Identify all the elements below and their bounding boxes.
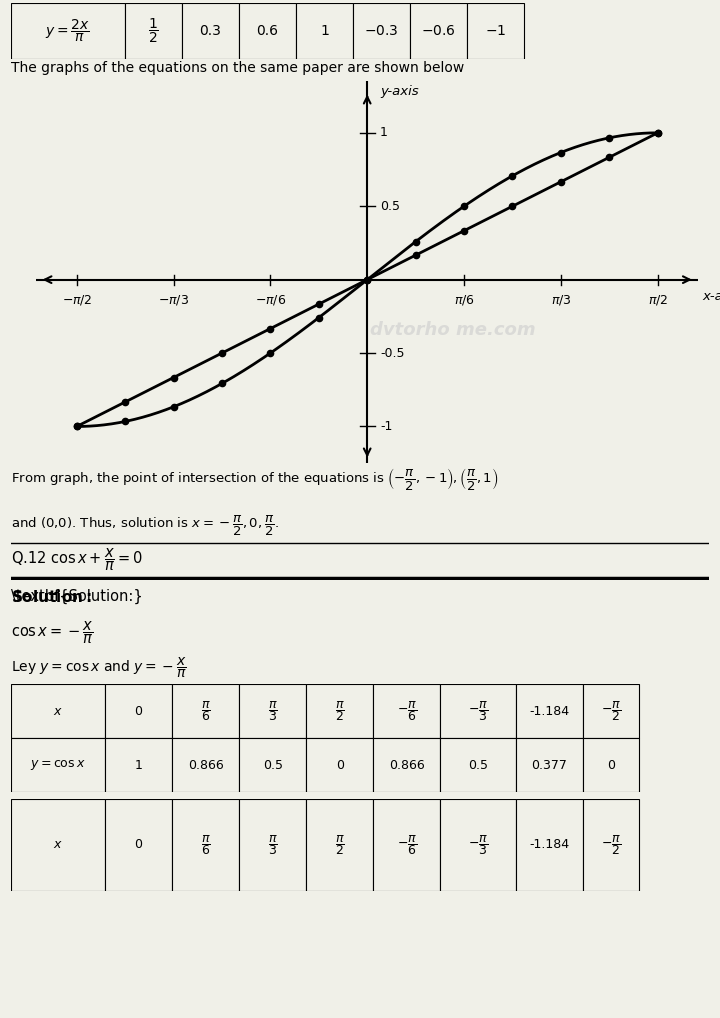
Bar [582, 799, 639, 891]
Bar [11, 3, 125, 59]
Bar [105, 799, 172, 891]
Text: 0: 0 [135, 704, 143, 718]
Text: $-\dfrac{\pi}{3}$: $-\dfrac{\pi}{3}$ [468, 833, 488, 857]
Text: 0.3: 0.3 [199, 24, 221, 38]
Text: 0.866: 0.866 [188, 758, 223, 772]
Text: $\dfrac{1}{2}$: $\dfrac{1}{2}$ [148, 17, 159, 45]
Text: -1.184: -1.184 [529, 839, 570, 851]
Text: $-\dfrac{\pi}{2}$: $-\dfrac{\pi}{2}$ [601, 833, 621, 857]
Text: 1: 1 [380, 126, 388, 139]
Bar [182, 3, 239, 59]
Text: $-\pi/3$: $-\pi/3$ [158, 293, 189, 306]
Bar [441, 738, 516, 792]
Bar [306, 738, 373, 792]
Text: $\dfrac{\pi}{2}$: $\dfrac{\pi}{2}$ [335, 833, 345, 857]
Text: $x$: $x$ [53, 704, 63, 718]
Bar [516, 684, 582, 738]
Bar [239, 3, 296, 59]
Bar [441, 799, 516, 891]
Text: x-axis: x-axis [702, 290, 720, 303]
Text: -1.184: -1.184 [529, 704, 570, 718]
Bar [172, 738, 239, 792]
Text: 0.5: 0.5 [263, 758, 283, 772]
Bar [410, 3, 467, 59]
Text: $-0.3$: $-0.3$ [364, 24, 399, 38]
Text: $y = \cos x$: $y = \cos x$ [30, 758, 86, 772]
Bar [373, 684, 441, 738]
Bar [105, 684, 172, 738]
Text: $-\dfrac{\pi}{2}$: $-\dfrac{\pi}{2}$ [601, 699, 621, 723]
Bar [172, 684, 239, 738]
Bar [125, 3, 182, 59]
Text: 0: 0 [135, 839, 143, 851]
Text: dvtorho me.com: dvtorho me.com [371, 321, 536, 339]
Text: 0.5: 0.5 [468, 758, 488, 772]
Bar [373, 738, 441, 792]
Text: 0.377: 0.377 [531, 758, 567, 772]
Text: From graph, the point of intersection of the equations is $\left(-\dfrac{\pi}{2}: From graph, the point of intersection of… [11, 466, 498, 493]
Text: 0: 0 [607, 758, 615, 772]
Text: $\mathbf{Solution:}$: $\mathbf{Solution:}$ [11, 588, 91, 605]
Text: $\dfrac{\pi}{3}$: $\dfrac{\pi}{3}$ [268, 833, 278, 857]
Text: $\cos x = -\dfrac{x}{\pi}$: $\cos x = -\dfrac{x}{\pi}$ [11, 619, 94, 645]
Bar [353, 3, 410, 59]
Text: 1: 1 [320, 24, 329, 38]
Text: $-\dfrac{\pi}{6}$: $-\dfrac{\pi}{6}$ [397, 699, 417, 723]
Bar [516, 799, 582, 891]
Bar [516, 738, 582, 792]
Bar [105, 738, 172, 792]
Text: -1: -1 [380, 420, 392, 433]
Text: -0.5: -0.5 [380, 346, 405, 359]
Text: $\pi/2$: $\pi/2$ [648, 293, 667, 306]
Bar [296, 3, 353, 59]
Bar [373, 799, 441, 891]
Text: $-0.6$: $-0.6$ [421, 24, 456, 38]
Bar [11, 684, 105, 738]
Text: 0: 0 [336, 758, 343, 772]
Text: $-\dfrac{\pi}{6}$: $-\dfrac{\pi}{6}$ [397, 833, 417, 857]
Text: $\dfrac{\pi}{2}$: $\dfrac{\pi}{2}$ [335, 699, 345, 723]
Text: $y = \dfrac{2x}{\pi}$: $y = \dfrac{2x}{\pi}$ [45, 18, 90, 44]
Text: y-axis: y-axis [380, 86, 419, 98]
Text: $\dfrac{\pi}{6}$: $\dfrac{\pi}{6}$ [201, 833, 211, 857]
Text: 0.5: 0.5 [380, 200, 400, 213]
Bar [239, 799, 306, 891]
Bar [582, 684, 639, 738]
Text: Ley $y = \cos x$ and $y = -\dfrac{x}{\pi}$: Ley $y = \cos x$ and $y = -\dfrac{x}{\pi… [11, 656, 186, 680]
Bar [467, 3, 524, 59]
Text: 0.6: 0.6 [256, 24, 279, 38]
Bar [11, 738, 105, 792]
Text: Q.12 $\cos x + \dfrac{x}{\pi} = 0$: Q.12 $\cos x + \dfrac{x}{\pi} = 0$ [11, 547, 143, 573]
Text: 0.866: 0.866 [389, 758, 425, 772]
Text: 1: 1 [135, 758, 143, 772]
Text: $-\pi/2$: $-\pi/2$ [61, 293, 92, 306]
Text: $\dfrac{\pi}{6}$: $\dfrac{\pi}{6}$ [201, 699, 211, 723]
Bar [239, 738, 306, 792]
Bar [582, 738, 639, 792]
Text: $\pi/3$: $\pi/3$ [551, 293, 571, 306]
Text: $x$: $x$ [53, 839, 63, 851]
Text: $\dfrac{\pi}{3}$: $\dfrac{\pi}{3}$ [268, 699, 278, 723]
Text: \textbf{Solution:}: \textbf{Solution:} [11, 589, 143, 604]
Bar [306, 684, 373, 738]
Bar [11, 799, 105, 891]
Text: $-\dfrac{\pi}{3}$: $-\dfrac{\pi}{3}$ [468, 699, 488, 723]
Text: $-\pi/6$: $-\pi/6$ [255, 293, 286, 306]
Bar [172, 799, 239, 891]
Bar [239, 684, 306, 738]
Bar [306, 799, 373, 891]
Text: and (0,0). Thus, solution is $x = -\dfrac{\pi}{2}, 0, \dfrac{\pi}{2}$.: and (0,0). Thus, solution is $x = -\dfra… [11, 514, 279, 538]
Bar [441, 684, 516, 738]
Text: $\pi/6$: $\pi/6$ [454, 293, 474, 306]
Text: $-1$: $-1$ [485, 24, 506, 38]
Text: The graphs of the equations on the same paper are shown below: The graphs of the equations on the same … [11, 61, 464, 75]
